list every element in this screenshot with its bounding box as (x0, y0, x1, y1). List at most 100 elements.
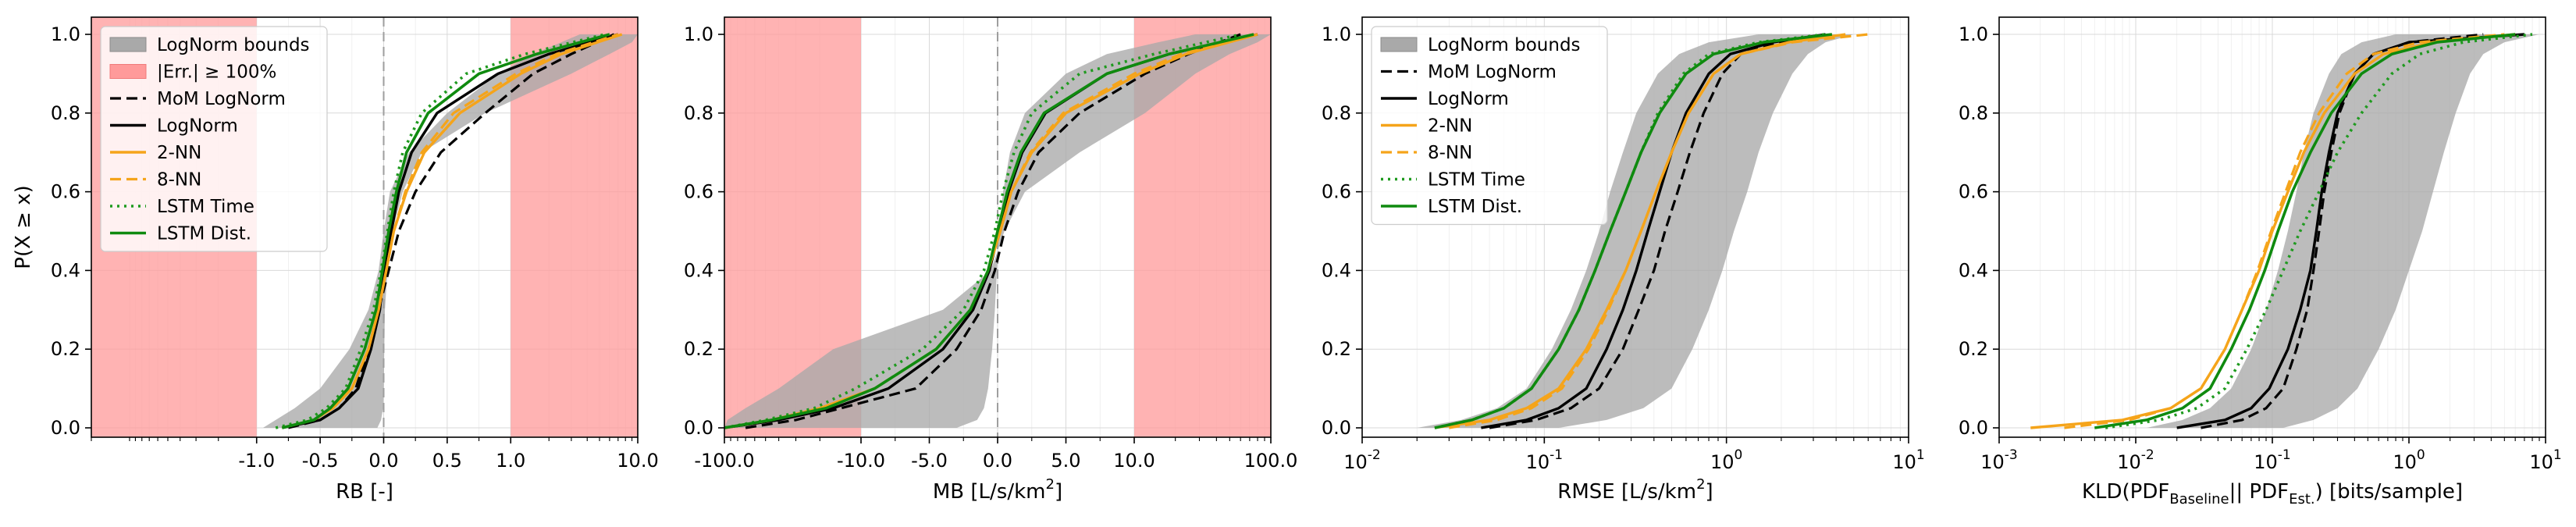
tick-base: 10 (1526, 451, 1550, 473)
legend-box (100, 26, 328, 252)
series-line-lognorm (281, 33, 619, 429)
y-tick-label: 0.2 (51, 338, 80, 360)
tick-base: 10 (2529, 451, 2553, 473)
legend-label: |Err.| ≥ 100% (157, 62, 276, 83)
y-tick-label: 0.0 (51, 417, 80, 439)
tick-exponent: 1 (2553, 447, 2562, 463)
x-tick-label: 100 (1710, 447, 1742, 473)
y-tick-label: 1.0 (684, 23, 713, 45)
series-line-nn8 (1449, 33, 1869, 429)
plot-area (1999, 17, 2546, 437)
legend-label: 8-NN (157, 170, 201, 191)
x-axis-label-part: 2 (1696, 476, 1705, 493)
y-tick-label: 1.0 (1322, 23, 1351, 45)
y-tick-label: 0.8 (684, 102, 713, 124)
x-tick-label: -10.0 (837, 450, 885, 472)
tick-exponent: 1 (1916, 447, 1925, 463)
legend-label: 2-NN (157, 143, 201, 163)
x-tick-label: 10-3 (1980, 447, 2018, 473)
y-tick-label: 0.0 (1322, 417, 1351, 439)
x-axis-label: MB [L/s/km2] (933, 476, 1062, 504)
x-axis-label-part: KLD(PDF (2082, 480, 2169, 504)
series-line-lstm_dist (281, 33, 610, 429)
y-tick-label: 0.4 (684, 259, 713, 281)
y-tick-label: 0.0 (1959, 417, 1988, 439)
y-tick-label: 1.0 (1959, 23, 1988, 45)
tick-exponent: 0 (2417, 447, 2425, 463)
x-tick-label: 10-1 (2254, 447, 2291, 473)
x-tick-label: 0.5 (432, 450, 462, 472)
tick-base: 10 (2117, 451, 2141, 473)
series-line-lstm_dist (2094, 33, 2516, 429)
x-axis-label-part: MB [L/s/km (933, 480, 1046, 504)
series-line-mom (745, 33, 1241, 429)
legend-label: LSTM Time (1428, 170, 1525, 191)
series-line-lstm_time (2105, 33, 2533, 429)
legend-label: LSTM Dist. (1428, 197, 1522, 217)
x-tick-label: 0.0 (983, 450, 1012, 472)
y-tick-label: 0.2 (684, 338, 713, 360)
y-tick-label: 0.6 (51, 181, 80, 203)
x-axis-label-part: 2 (1046, 476, 1055, 493)
tick-base: 10 (2393, 451, 2417, 473)
x-tick-label: -100.0 (694, 450, 754, 472)
x-tick-label: 10.0 (1113, 450, 1155, 472)
legend-label: 8-NN (1428, 143, 1472, 163)
x-axis-label: KLD(PDFBaseline|| PDFEst.) [bits/sample] (2082, 480, 2463, 507)
x-axis-label-part: RMSE [L/s/km (1557, 480, 1696, 504)
tick-exponent: 0 (1735, 447, 1743, 463)
series-line-mom (1489, 33, 1826, 429)
tick-exponent: -1 (2278, 447, 2291, 463)
x-tick-label: -0.5 (302, 450, 339, 472)
tick-base: 10 (1710, 451, 1735, 473)
x-tick-label: 5.0 (1051, 450, 1080, 472)
y-tick-label: 0.0 (684, 417, 713, 439)
legend-label: LogNorm bounds (1428, 35, 1581, 55)
series-line-lstm_dist (1434, 33, 1833, 429)
legend-label: MoM LogNorm (157, 89, 286, 109)
x-tick-label: 0.0 (368, 450, 398, 472)
x-axis-label-part: ] (1055, 480, 1062, 504)
tick-base: 10 (2254, 451, 2278, 473)
y-tick-label: 0.6 (1322, 181, 1351, 203)
lognorm-bounds-band (724, 34, 1271, 428)
tick-exponent: -1 (1550, 447, 1563, 463)
lognorm-bounds-band (1417, 34, 1854, 428)
legend: LogNorm bounds |Err.| ≥ 100% MoM LogNorm Lo… (100, 26, 328, 252)
axes-frame (91, 16, 639, 438)
y-tick-label: 0.4 (1959, 259, 1988, 281)
panel-rb: 0.0 0.2 0.4 0.6 0.8 1.0 -1.0 -0.5 0.0 0.5 1.0 10.0 R… (12, 16, 659, 504)
x-axis-label-part: || PDF (2229, 480, 2289, 504)
x-tick-label: 100.0 (1244, 450, 1298, 472)
tick-exponent: -2 (2141, 447, 2154, 463)
x-axis-label-part: ] (1706, 480, 1713, 504)
legend-label: LSTM Dist. (157, 224, 251, 244)
x-tick-label: 101 (2529, 447, 2561, 473)
legend-label: LogNorm (1428, 89, 1509, 109)
x-tick-label: 10-1 (1526, 447, 1564, 473)
series-line-lognorm (2176, 33, 2525, 429)
series-line-nn8 (281, 33, 619, 429)
y-tick-label: 0.6 (684, 181, 713, 203)
x-tick-label: 1.0 (496, 450, 525, 472)
axes-frame (1361, 16, 1909, 438)
y-tick-label: 0.2 (1959, 338, 1988, 360)
y-tick-label: 0.6 (1959, 181, 1988, 203)
y-tick-label: 0.4 (51, 259, 80, 281)
x-tick-label: -5.0 (911, 450, 948, 472)
legend-swatch-bounds (1380, 37, 1418, 52)
legend-label: 2-NN (1428, 116, 1472, 137)
series-line-lstm_dist (724, 33, 1254, 429)
x-axis-label-part: ) [bits/sample] (2315, 480, 2463, 504)
series-line-lognorm (1481, 33, 1826, 429)
x-axis-label: RB [-] (336, 480, 393, 504)
x-tick-label: 10-2 (1343, 447, 1381, 473)
y-tick-label: 0.8 (1322, 102, 1351, 124)
y-axis-label: P(X ≥ x) (12, 185, 35, 269)
tick-base: 10 (1343, 451, 1368, 473)
x-axis-label-part: Est. (2289, 491, 2315, 507)
lognorm-bounds-band (262, 34, 638, 428)
legend-swatch-bounds (109, 37, 147, 52)
